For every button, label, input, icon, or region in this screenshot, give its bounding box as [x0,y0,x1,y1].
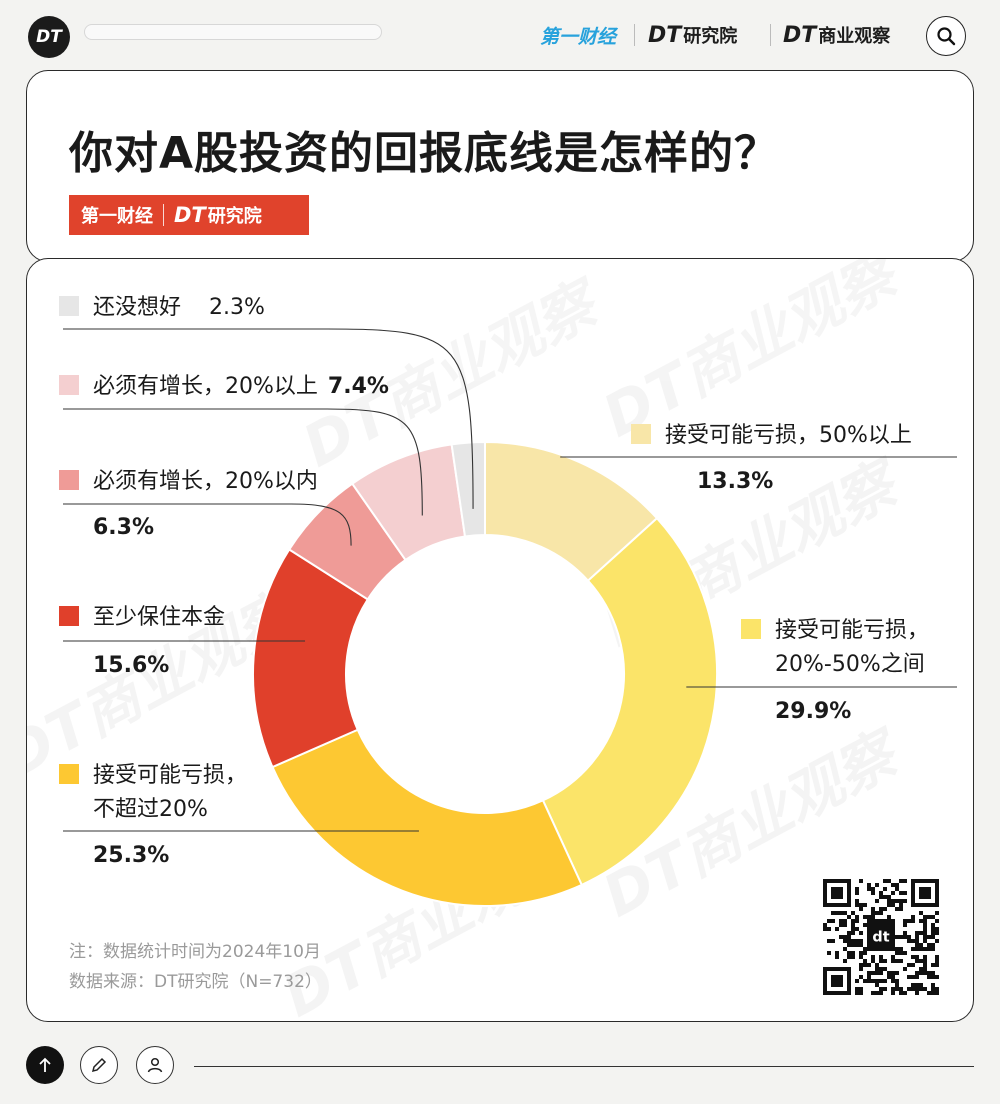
brand-dt-research-logo[interactable]: DT 研究院 [648,22,738,48]
dt-badge-logo[interactable]: DT [28,16,70,58]
data-label: 2.3% [209,295,265,320]
legend-swatch [59,606,79,626]
data-label: 7.4% [327,374,389,399]
legend-item-loss-20-50: 接受可能亏损， [741,616,929,646]
legend-swatch [59,470,79,490]
pencil-icon [91,1057,107,1073]
legend-swatch [59,764,79,784]
data-label: 6.3% [93,515,155,540]
chart-title: 你对A股投资的回报底线是怎样的？ [69,128,780,179]
legend-swatch [741,619,761,639]
svg-text:dt: dt [872,929,889,945]
scroll-top-button[interactable] [26,1046,64,1084]
footnote-source: 数据来源：DT研究院（N=732） [69,972,322,992]
legend-item-loss-over-50: 接受可能亏损，50%以上 [631,421,912,451]
donut-slice [271,728,584,907]
brand-yicai-logo[interactable]: 第一财经 [540,25,617,48]
data-label: 25.3% [93,843,170,868]
bottom-divider [194,1066,974,1067]
user-icon [147,1057,163,1073]
bottom-bar [0,1030,1000,1104]
brand-divider [634,24,635,46]
brand-dt-business-logo[interactable]: DT 商业观察 [783,22,891,48]
legend-swatch [59,375,79,395]
data-label: 13.3% [697,469,774,494]
legend-item-growth-over-20: 必须有增长，20%以上 7.4% [59,372,389,402]
edit-button[interactable] [80,1046,118,1084]
legend-item-preserve-principal: 至少保住本金 [59,603,225,633]
arrow-up-icon [39,1057,51,1072]
legend-item-loss-under-20: 接受可能亏损， [59,761,247,791]
data-label: 15.6% [93,653,170,678]
search-icon [937,27,956,46]
data-label: 29.9% [775,699,852,724]
legend-swatch [59,296,79,316]
legend-item-undecided: 还没想好 2.3% [59,293,265,323]
leader-line [63,503,352,546]
legend-item-growth-within-20: 必须有增长，20%以内 [59,467,318,497]
title-card: 你对A股投资的回报底线是怎样的？ 第一财经 DT 研究院 [26,70,974,262]
search-bar[interactable] [84,24,382,40]
search-button[interactable] [926,16,966,56]
qr-code[interactable]: dt [823,879,939,995]
brand-divider [770,24,771,46]
leader-line [63,328,474,509]
legend-item-line2: 不超过20% [93,797,208,822]
legend-swatch [631,424,651,444]
profile-button[interactable] [136,1046,174,1084]
donut-chart [63,328,957,907]
donut-slice [450,440,486,538]
source-logo-strip: 第一财经 DT 研究院 [69,195,309,235]
footnote-date: 注：数据统计时间为2024年10月 [69,942,321,962]
legend-item-line2: 20%-50%之间 [775,652,925,677]
donut-slice [541,516,718,887]
leader-line [63,408,423,516]
top-bar: DT 第一财经 DT 研究院 DT 商业观察 [0,0,1000,72]
